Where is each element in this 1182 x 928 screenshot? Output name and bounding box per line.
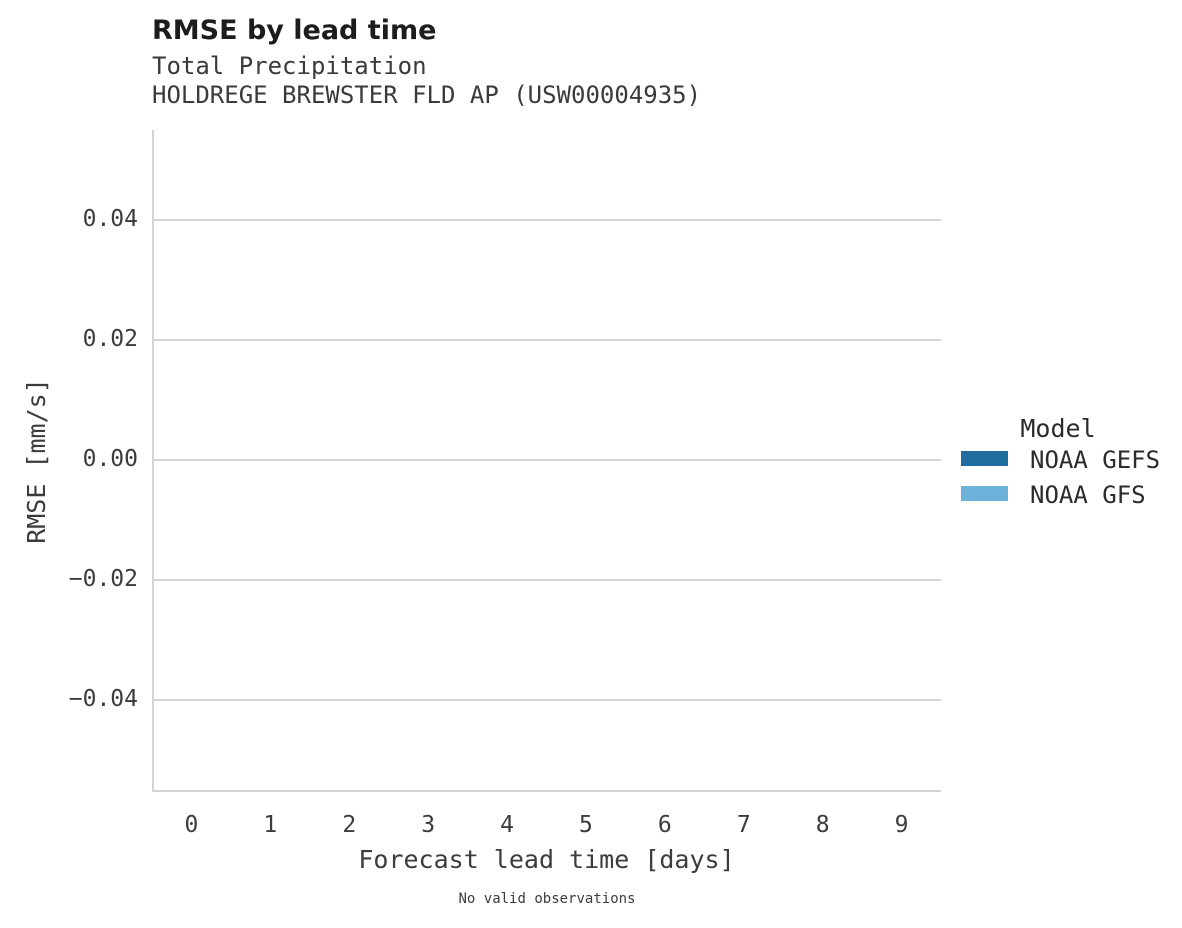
x-tick-label: 9 <box>894 812 909 838</box>
legend-entry: NOAA GFS <box>950 480 1180 509</box>
y-tick-label: 0.02 <box>82 326 138 352</box>
plot-area <box>152 130 941 792</box>
y-tick-label: −0.02 <box>68 566 138 592</box>
legend-title: Model <box>1020 414 1096 443</box>
gridline <box>154 699 941 701</box>
y-tick-label: 0.00 <box>82 446 138 472</box>
x-tick-label: 0 <box>184 812 199 838</box>
y-tick-label: 0.04 <box>82 206 138 232</box>
x-tick-label: 2 <box>342 812 357 838</box>
chart-title: RMSE by lead time <box>152 15 437 46</box>
legend-entry: NOAA GEFS <box>950 446 1180 474</box>
x-tick-label: 7 <box>736 812 751 838</box>
legend-color-swatch <box>961 485 1008 501</box>
chart-subtitle: Total Precipitation <box>152 52 427 80</box>
y-tick-label: −0.04 <box>68 686 138 712</box>
x-tick-label: 5 <box>579 812 593 838</box>
gridline <box>154 219 941 221</box>
x-axis-title: Forecast lead time [days] <box>358 845 735 874</box>
gridline <box>154 579 941 581</box>
legend-entry-label: NOAA GEFS <box>1030 446 1161 474</box>
legend-entry-label: NOAA GFS <box>1030 480 1146 509</box>
gridline <box>154 459 941 461</box>
caption-no-valid-observations: No valid observations <box>458 891 636 907</box>
gridline <box>154 339 941 341</box>
x-tick-label: 4 <box>500 812 514 838</box>
x-tick-label: 8 <box>815 812 830 838</box>
x-tick-label: 3 <box>421 812 436 838</box>
x-tick-label: 6 <box>657 812 672 838</box>
legend-color-swatch <box>961 451 1008 466</box>
chart-station-label: HOLDREGE BREWSTER FLD AP (USW00004935) <box>152 81 702 109</box>
x-tick-label: 1 <box>263 812 278 838</box>
y-axis-title: RMSE [mm/s] <box>22 378 51 544</box>
